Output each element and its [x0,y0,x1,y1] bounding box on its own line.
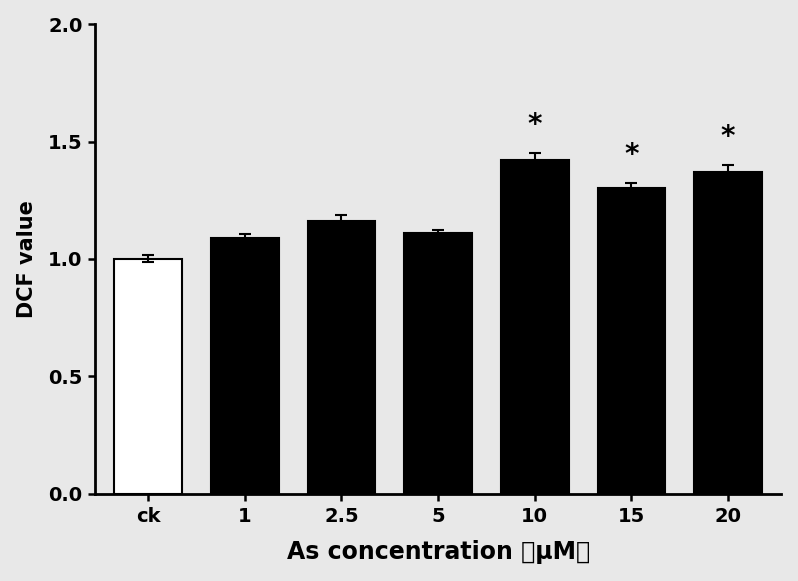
Bar [694,172,762,493]
Text: *: * [624,141,638,168]
Bar [405,233,472,493]
Text: *: * [721,123,736,151]
Bar [307,221,375,493]
Bar [501,160,569,493]
Bar [114,259,182,493]
Text: *: * [527,111,542,139]
Bar [598,188,666,493]
Y-axis label: DCF value: DCF value [17,200,37,318]
Bar [211,238,279,493]
X-axis label: As concentration （μM）: As concentration （μM） [286,540,590,564]
